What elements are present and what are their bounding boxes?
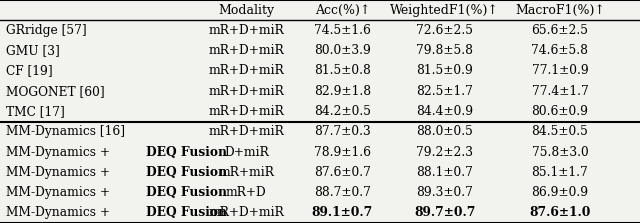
Text: TMC [17]: TMC [17] [6,105,65,118]
Text: 81.5±0.8: 81.5±0.8 [314,64,371,77]
Text: WeightedF1(%)↑: WeightedF1(%)↑ [390,4,499,17]
Text: 80.0±3.9: 80.0±3.9 [314,44,371,57]
Text: Modality: Modality [218,4,275,17]
Text: DEQ Fusion: DEQ Fusion [145,206,227,219]
Text: 74.6±5.8: 74.6±5.8 [531,44,589,57]
Text: MOGONET [60]: MOGONET [60] [6,85,105,98]
Text: 79.8±5.8: 79.8±5.8 [416,44,474,57]
Text: 89.7±0.7: 89.7±0.7 [414,206,476,219]
Text: 84.2±0.5: 84.2±0.5 [314,105,371,118]
Text: 86.9±0.9: 86.9±0.9 [531,186,589,199]
Text: 82.5±1.7: 82.5±1.7 [417,85,473,98]
Text: D+miR: D+miR [224,146,269,159]
Text: 89.3±0.7: 89.3±0.7 [417,186,473,199]
Text: mR+D+miR: mR+D+miR [209,44,284,57]
Text: MM-Dynamics [16]: MM-Dynamics [16] [6,125,125,138]
Text: 88.1±0.7: 88.1±0.7 [417,166,473,179]
Text: 80.6±0.9: 80.6±0.9 [531,105,589,118]
Text: 77.4±1.7: 77.4±1.7 [532,85,588,98]
Text: 87.6±1.0: 87.6±1.0 [529,206,591,219]
Text: 77.1±0.9: 77.1±0.9 [532,64,588,77]
Text: 79.2±2.3: 79.2±2.3 [416,146,474,159]
Text: mR+D+miR: mR+D+miR [209,85,284,98]
Text: mR+D+miR: mR+D+miR [209,64,284,77]
Text: GMU [3]: GMU [3] [6,44,60,57]
Text: MM-Dynamics +: MM-Dynamics + [6,206,115,219]
Text: 72.6±2.5: 72.6±2.5 [416,24,474,37]
Text: MacroF1(%)↑: MacroF1(%)↑ [515,4,605,17]
Text: mR+D+miR: mR+D+miR [209,206,284,219]
Text: 81.5±0.9: 81.5±0.9 [417,64,473,77]
Text: MM-Dynamics +: MM-Dynamics + [6,146,115,159]
Text: CF [19]: CF [19] [6,64,53,77]
Text: 88.7±0.7: 88.7±0.7 [314,186,371,199]
Text: GRridge [57]: GRridge [57] [6,24,87,37]
Text: mR+D+miR: mR+D+miR [209,24,284,37]
Text: mR+D+miR: mR+D+miR [209,105,284,118]
Text: 88.0±0.5: 88.0±0.5 [417,125,473,138]
Text: 85.1±1.7: 85.1±1.7 [532,166,588,179]
Text: DEQ Fusion: DEQ Fusion [145,146,227,159]
Text: 74.5±1.6: 74.5±1.6 [314,24,371,37]
Text: mR+miR: mR+miR [218,166,275,179]
Text: mR+D+miR: mR+D+miR [209,125,284,138]
Text: 87.7±0.3: 87.7±0.3 [314,125,371,138]
Text: MM-Dynamics +: MM-Dynamics + [6,166,115,179]
Text: DEQ Fusion: DEQ Fusion [145,186,227,199]
Text: 87.6±0.7: 87.6±0.7 [314,166,371,179]
Text: 89.1±0.7: 89.1±0.7 [312,206,373,219]
Text: 75.8±3.0: 75.8±3.0 [532,146,588,159]
Text: 84.5±0.5: 84.5±0.5 [532,125,588,138]
Text: 82.9±1.8: 82.9±1.8 [314,85,371,98]
Text: 78.9±1.6: 78.9±1.6 [314,146,371,159]
Text: 84.4±0.9: 84.4±0.9 [416,105,474,118]
Text: 65.6±2.5: 65.6±2.5 [531,24,589,37]
Text: MM-Dynamics +: MM-Dynamics + [6,186,115,199]
Text: mR+D: mR+D [226,186,267,199]
Text: DEQ Fusion: DEQ Fusion [145,166,227,179]
Text: Acc(%)↑: Acc(%)↑ [315,4,370,17]
